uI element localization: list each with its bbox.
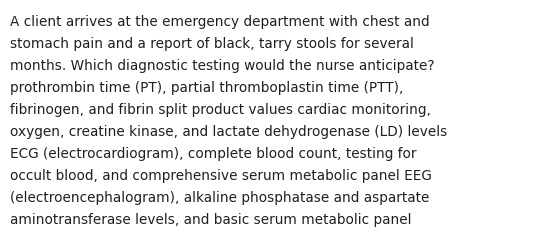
Text: aminotransferase levels, and basic serum metabolic panel: aminotransferase levels, and basic serum… [10,212,411,226]
Text: fibrinogen, and fibrin split product values cardiac monitoring,: fibrinogen, and fibrin split product val… [10,102,431,117]
Text: A client arrives at the emergency department with chest and: A client arrives at the emergency depart… [10,15,430,29]
Text: stomach pain and a report of black, tarry stools for several: stomach pain and a report of black, tarr… [10,37,414,51]
Text: (electroencephalogram), alkaline phosphatase and aspartate: (electroencephalogram), alkaline phospha… [10,190,429,204]
Text: occult blood, and comprehensive serum metabolic panel EEG: occult blood, and comprehensive serum me… [10,168,432,182]
Text: oxygen, creatine kinase, and lactate dehydrogenase (LD) levels: oxygen, creatine kinase, and lactate deh… [10,124,448,138]
Text: prothrombin time (PT), partial thromboplastin time (PTT),: prothrombin time (PT), partial thrombopl… [10,81,403,94]
Text: months. Which diagnostic testing would the nurse anticipate?: months. Which diagnostic testing would t… [10,59,435,73]
Text: ECG (electrocardiogram), complete blood count, testing for: ECG (electrocardiogram), complete blood … [10,146,416,160]
